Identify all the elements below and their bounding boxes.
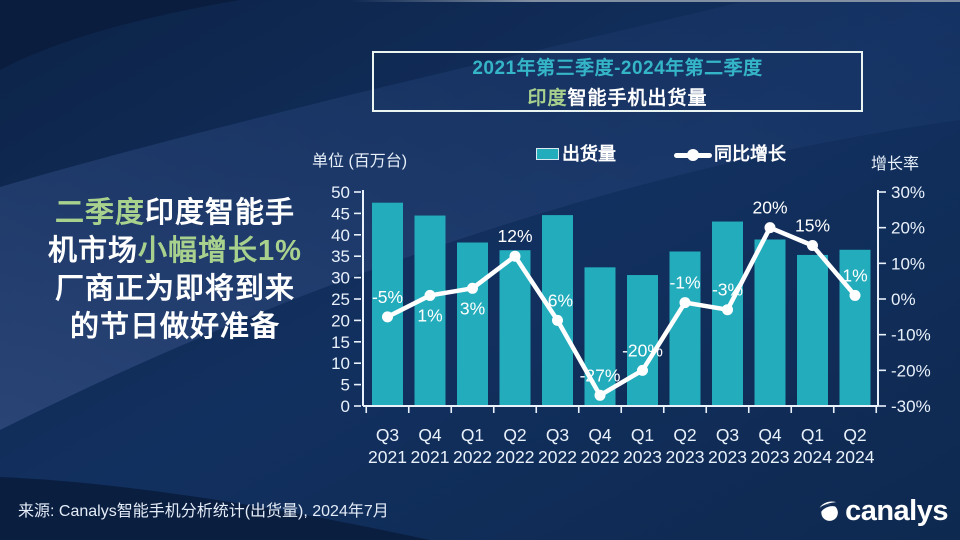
- x-label-quarter: Q1: [461, 425, 484, 445]
- growth-value-label: -6%: [542, 290, 573, 310]
- x-label-year: 2023: [751, 447, 790, 467]
- growth-point-2: [467, 282, 478, 294]
- growth-point-10: [807, 240, 818, 251]
- shipment-bar-q4-2021: [414, 215, 446, 406]
- growth-value-label: -27%: [580, 365, 621, 385]
- growth-value-label: -5%: [372, 287, 403, 307]
- growth-value-label: -1%: [669, 273, 700, 293]
- left-axis-tick-label: 45: [331, 204, 350, 223]
- left-axis-tick-label: 50: [331, 185, 350, 202]
- left-axis-tick-label: 0: [341, 397, 350, 416]
- x-label-year: 2021: [411, 447, 450, 467]
- growth-point-11: [849, 289, 861, 301]
- shipment-bar-q3-2022: [542, 215, 573, 406]
- right-axis-tick-label: -10%: [891, 326, 931, 345]
- canalys-logo: canalys: [818, 490, 948, 532]
- growth-point-0: [382, 311, 393, 323]
- x-label-year: 2021: [368, 447, 407, 467]
- left-axis-tick-label: 35: [331, 247, 350, 266]
- x-label-year: 2023: [666, 447, 705, 467]
- chart-subject-title: 印度智能手机出货量: [527, 88, 708, 109]
- top-edge-strip: [350, 0, 960, 2]
- growth-value-label: -20%: [622, 340, 663, 360]
- growth-point-3: [509, 250, 521, 262]
- x-label-quarter: Q2: [673, 425, 696, 445]
- shipment-bar-q2-2022: [499, 250, 531, 406]
- left-axis-tick-label: 20: [331, 311, 350, 330]
- headline-line-1: 二季度印度智能手: [54, 197, 296, 229]
- right-axis-tick-label: 10%: [891, 254, 925, 273]
- right-axis-title: 增长率: [871, 156, 920, 173]
- x-label-quarter: Q4: [588, 425, 612, 445]
- growth-point-7: [679, 297, 691, 309]
- growth-value-label: 1%: [842, 265, 867, 285]
- x-label-year: 2022: [496, 447, 535, 467]
- growth-value-label: 15%: [795, 216, 830, 236]
- x-label-year: 2022: [581, 447, 620, 467]
- chart-period-title: 2021年第三季度-2024年第二季度: [472, 58, 763, 79]
- chart-title-box: 2021年第三季度-2024年第二季度 印度智能手机出货量: [372, 51, 863, 112]
- left-axis-tick-label: 25: [331, 290, 350, 309]
- shipment-bar-q1-2022: [457, 242, 488, 406]
- x-label-quarter: Q4: [758, 425, 782, 445]
- shipment-bar-q1-2024: [797, 254, 828, 406]
- shipment-bar-q4-2022: [584, 267, 616, 406]
- x-label-quarter: Q3: [376, 425, 399, 445]
- right-axis-tick-label: -30%: [891, 397, 931, 416]
- growth-point-9: [764, 222, 776, 234]
- growth-point-5: [594, 389, 606, 401]
- legend-line-label: 同比增长: [714, 144, 786, 164]
- left-axis-title: 单位 (百万台): [312, 153, 408, 170]
- x-label-quarter: Q3: [546, 425, 569, 445]
- growth-value-label: 1%: [417, 305, 442, 325]
- growth-line: [385, 225, 858, 398]
- left-axis-tick-label: 10: [331, 354, 350, 373]
- legend-bar-swatch: [536, 148, 559, 160]
- x-label-quarter: Q3: [716, 425, 739, 445]
- headline-line-2: 机市场小幅增长1%: [48, 235, 302, 267]
- shipment-bar-q1-2023: [627, 275, 658, 406]
- right-axis-tick-label: 20%: [891, 219, 925, 238]
- right-axis-tick-label: 0%: [891, 290, 916, 309]
- right-axis-tick-label: -20%: [891, 361, 931, 380]
- x-label-year: 2022: [538, 447, 577, 467]
- shipment-bar-q3-2021: [372, 202, 403, 406]
- legend-bar-label: 出货量: [562, 144, 616, 164]
- x-label-year: 2023: [708, 447, 747, 467]
- growth-point-1: [424, 289, 436, 301]
- x-label-quarter: Q1: [631, 425, 654, 445]
- canalys-logo-text: canalys: [845, 494, 948, 527]
- x-label-year: 2023: [623, 447, 662, 467]
- left-axis-tick-label: 30: [331, 269, 350, 288]
- x-label-quarter: Q1: [801, 425, 824, 445]
- legend-line-dot: [687, 149, 699, 161]
- growth-value-label: -3%: [712, 280, 743, 300]
- headline-line-4: 的节日做好准备: [69, 311, 280, 343]
- left-axis-tick-label: 40: [331, 226, 350, 245]
- left-axis-tick-label: 5: [341, 376, 350, 395]
- headline-line-3: 厂商正为即将到来: [54, 273, 295, 305]
- headline: 二季度印度智能手 机市场小幅增长1% 厂商正为即将到来 的节日做好准备: [12, 194, 338, 346]
- growth-value-label: 20%: [752, 198, 787, 218]
- growth-point-4: [552, 314, 563, 326]
- shipment-bar-q4-2023: [754, 239, 786, 406]
- x-label-quarter: Q2: [503, 425, 526, 445]
- growth-value-label: 12%: [497, 226, 532, 246]
- x-label-year: 2024: [793, 447, 832, 467]
- source-note: 来源: Canalys智能手机分析统计(出货量), 2024年7月: [18, 503, 389, 520]
- x-label-quarter: Q4: [418, 425, 442, 445]
- x-label-quarter: Q2: [843, 425, 866, 445]
- shipment-bar-q2-2024: [839, 249, 871, 406]
- growth-point-6: [637, 364, 648, 376]
- canalys-logo-icon: [819, 501, 839, 521]
- shipment-bar-q2-2023: [669, 251, 701, 406]
- left-axis-tick-label: 15: [331, 333, 350, 352]
- growth-value-label: 3%: [460, 298, 485, 318]
- x-label-year: 2024: [836, 447, 875, 467]
- right-axis-tick-label: 30%: [891, 185, 925, 202]
- growth-point-8: [722, 304, 733, 316]
- x-label-year: 2022: [453, 447, 492, 467]
